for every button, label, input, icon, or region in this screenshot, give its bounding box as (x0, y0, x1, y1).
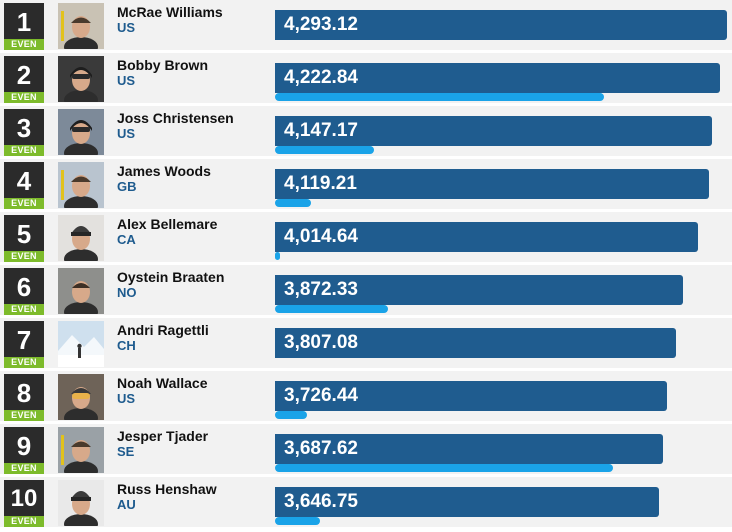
athlete-name[interactable]: Andri Ragettli (117, 322, 209, 338)
even-badge: EVEN (4, 198, 44, 209)
skier-portrait-icon[interactable] (58, 427, 104, 473)
rank-number: 7 (16, 325, 32, 355)
rank-number: 5 (16, 219, 32, 249)
leaderboard-row[interactable]: 6 EVEN Oystein Braaten NO 3,872.33 (0, 265, 732, 315)
country-code: SE (117, 444, 135, 459)
score-bar: 3,872.33 (275, 275, 683, 305)
even-badge: EVEN (4, 304, 44, 315)
rank-box: 6 EVEN (4, 268, 44, 315)
country-code: NO (117, 285, 137, 300)
progress-sub-bar (275, 252, 280, 260)
leaderboard-row[interactable]: 8 EVEN Noah Wallace US 3,726.44 (0, 371, 732, 421)
even-badge: EVEN (4, 463, 44, 474)
progress-sub-bar (275, 199, 311, 207)
rank-number: 1 (16, 7, 32, 37)
beanie-portrait-icon[interactable] (58, 215, 104, 261)
rank-number: 9 (16, 431, 32, 461)
athlete-name[interactable]: Joss Christensen (117, 110, 234, 126)
rank-box: 10 EVEN (4, 480, 44, 527)
athlete-name[interactable]: Bobby Brown (117, 57, 208, 73)
score-value: 4,222.84 (284, 67, 358, 88)
score-value: 4,014.64 (284, 226, 358, 247)
athlete-name[interactable]: McRae Williams (117, 4, 223, 20)
score-value: 3,872.33 (284, 279, 358, 300)
score-bar: 4,147.17 (275, 116, 712, 146)
score-value: 3,726.44 (284, 385, 358, 406)
progress-sub-bar (275, 517, 320, 525)
leaderboard-row[interactable]: 4 EVEN James Woods GB 4,119.21 (0, 159, 732, 209)
country-code: US (117, 20, 136, 35)
rank-box: 8 EVEN (4, 374, 44, 421)
even-badge: EVEN (4, 92, 44, 103)
score-value: 4,147.17 (284, 120, 358, 141)
leaderboard-row[interactable]: 10 EVEN Russ Henshaw AU 3,646.75 (0, 477, 732, 527)
rank-box: 2 EVEN (4, 56, 44, 103)
athlete-name[interactable]: Oystein Braaten (117, 269, 225, 285)
athlete-name[interactable]: James Woods (117, 163, 211, 179)
progress-sub-bar (275, 305, 388, 313)
rank-number: 8 (16, 378, 32, 408)
progress-sub-bar (275, 93, 604, 101)
rank-number: 10 (10, 485, 38, 512)
country-code: US (117, 73, 136, 88)
rank-box: 7 EVEN (4, 321, 44, 368)
country-code: GB (117, 179, 137, 194)
score-value: 3,807.08 (284, 332, 358, 353)
country-code: US (117, 391, 136, 406)
athlete-name[interactable]: Noah Wallace (117, 375, 208, 391)
skier-portrait-icon[interactable] (58, 3, 104, 49)
score-value: 4,293.12 (284, 14, 358, 35)
face-portrait-icon[interactable] (58, 268, 104, 314)
progress-sub-bar (275, 411, 307, 419)
country-code: AU (117, 497, 136, 512)
mountain-portrait-icon[interactable] (58, 321, 104, 367)
score-value: 3,646.75 (284, 491, 358, 512)
goggles-portrait-icon[interactable] (58, 374, 104, 420)
score-bar: 3,726.44 (275, 381, 667, 411)
progress-sub-bar (275, 464, 613, 472)
rank-number: 2 (16, 60, 32, 90)
rank-number: 6 (16, 272, 32, 302)
even-badge: EVEN (4, 145, 44, 156)
helmet-portrait-icon[interactable] (58, 56, 104, 102)
score-bar: 4,222.84 (275, 63, 720, 93)
even-badge: EVEN (4, 516, 44, 527)
score-value: 3,687.62 (284, 438, 358, 459)
rank-box: 4 EVEN (4, 162, 44, 209)
rank-box: 9 EVEN (4, 427, 44, 474)
athlete-name[interactable]: Jesper Tjader (117, 428, 209, 444)
even-badge: EVEN (4, 357, 44, 368)
beanie-portrait-icon[interactable] (58, 480, 104, 526)
leaderboard-row[interactable]: 9 EVEN Jesper Tjader SE 3,687.62 (0, 424, 732, 474)
country-code: CH (117, 338, 136, 353)
country-code: CA (117, 232, 136, 247)
score-bar: 3,646.75 (275, 487, 659, 517)
rank-box: 3 EVEN (4, 109, 44, 156)
score-bar: 4,293.12 (275, 10, 727, 40)
score-bar: 4,014.64 (275, 222, 698, 252)
athlete-name[interactable]: Alex Bellemare (117, 216, 218, 232)
athlete-name[interactable]: Russ Henshaw (117, 481, 217, 497)
rank-number: 3 (16, 113, 32, 143)
leaderboard-row[interactable]: 1 EVEN McRae Williams US 4,293.12 (0, 0, 732, 50)
leaderboard-row[interactable]: 7 EVEN Andri Ragettli CH 3,807.08 (0, 318, 732, 368)
progress-sub-bar (275, 146, 374, 154)
rank-box: 1 EVEN (4, 3, 44, 50)
rank-box: 5 EVEN (4, 215, 44, 262)
leaderboard-row[interactable]: 2 EVEN Bobby Brown US 4,222.84 (0, 53, 732, 103)
leaderboard-row[interactable]: 5 EVEN Alex Bellemare CA 4,014.64 (0, 212, 732, 262)
score-bar: 4,119.21 (275, 169, 709, 199)
leaderboard-row[interactable]: 3 EVEN Joss Christensen US 4,147.17 (0, 106, 732, 156)
rank-number: 4 (16, 166, 32, 196)
even-badge: EVEN (4, 410, 44, 421)
skier-portrait-icon[interactable] (58, 162, 104, 208)
helmet-portrait-icon[interactable] (58, 109, 104, 155)
score-value: 4,119.21 (284, 173, 357, 194)
score-bar: 3,807.08 (275, 328, 676, 358)
even-badge: EVEN (4, 251, 44, 262)
score-bar: 3,687.62 (275, 434, 663, 464)
country-code: US (117, 126, 136, 141)
even-badge: EVEN (4, 39, 44, 50)
